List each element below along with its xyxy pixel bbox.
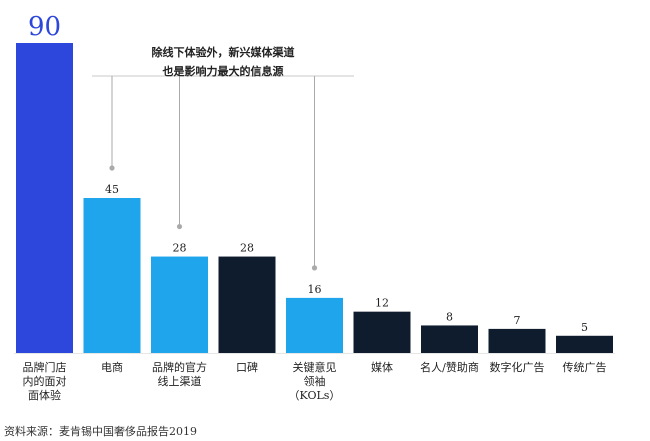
value-label-7: 8	[446, 310, 453, 323]
annotation-line-2: 也是影响力最大的信息源	[162, 65, 284, 78]
value-label-1: 90	[28, 12, 61, 42]
category-label-2-line-1: 电商	[101, 360, 123, 374]
annotation-callout: 除线下体验外，新兴媒体渠道 也是影响力最大的信息源	[92, 43, 354, 81]
source-note: 资料来源：麦肯锡中国奢侈品报告2019	[4, 425, 197, 438]
bar-4	[218, 256, 276, 353]
bar-7	[421, 325, 478, 353]
pointer-dot-3	[176, 223, 183, 230]
value-label-8: 7	[514, 314, 521, 327]
category-label-6-line-1: 媒体	[371, 360, 393, 374]
category-label-8-line-1: 数字化广告	[490, 360, 545, 374]
bar-8	[488, 328, 546, 353]
bar-1	[16, 43, 73, 353]
category-label-7-line-1: 名人/赞助商	[420, 360, 479, 374]
category-label-5-line-1: 关键意见	[293, 360, 337, 374]
value-label-2: 45	[105, 183, 119, 196]
value-label-6: 12	[375, 297, 389, 310]
category-label-3-line-1: 品牌的官方	[152, 360, 207, 374]
category-label-3-line-2: 线上渠道	[158, 374, 202, 388]
bar-5	[286, 297, 343, 353]
category-label-5-line-2: 领袖	[304, 374, 326, 388]
value-label-9: 5	[581, 321, 588, 334]
value-label-4: 28	[240, 242, 254, 255]
bar-3	[151, 256, 208, 353]
bar-6	[353, 311, 411, 353]
annotation-line-1: 除线下体验外，新兴媒体渠道	[151, 46, 295, 59]
pointer-dot-2	[109, 165, 115, 171]
pointer-dot-5	[311, 265, 318, 271]
category-label-1-line-2: 内的面对	[23, 374, 67, 388]
value-label-3: 28	[173, 242, 187, 255]
category-label-1-line-3: 面体验	[28, 388, 61, 402]
category-label-9-line-1: 传统广告	[563, 361, 607, 374]
category-label-5-line-3: （KOLs）	[289, 389, 341, 402]
bar-2	[83, 198, 141, 353]
category-label-1-line-1: 品牌门店	[23, 360, 67, 374]
bar-9	[556, 335, 613, 353]
category-label-4-line-1: 口碑	[236, 361, 258, 374]
value-label-5: 16	[308, 283, 322, 296]
